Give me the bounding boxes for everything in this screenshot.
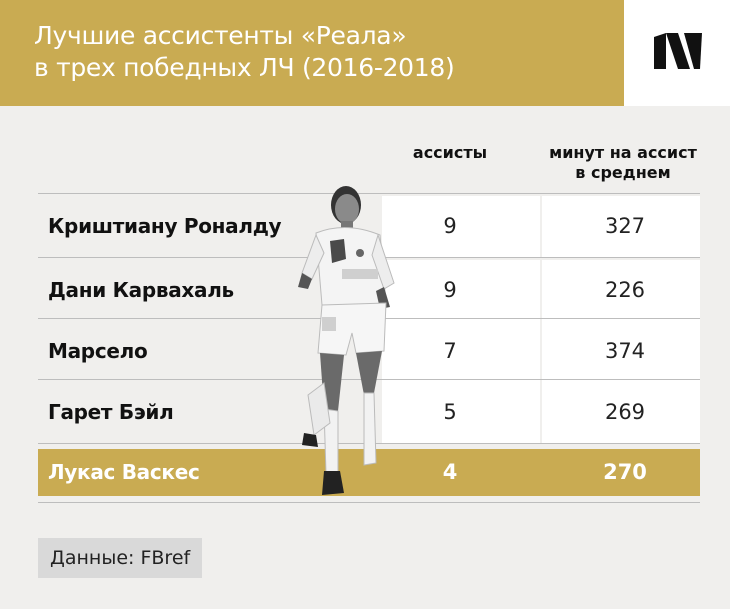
minutes-value: 226: [604, 278, 646, 302]
cell-background: [542, 196, 700, 257]
cell-background: [382, 196, 540, 257]
cell-background: [382, 260, 540, 321]
cell-background: [542, 382, 700, 443]
minutes-value: 269: [604, 400, 646, 424]
table-row: Дани Карвахаль 9 226: [38, 260, 700, 321]
header-banner: Лучшие ассистенты «Реала» в трех победны…: [0, 0, 624, 106]
column-header-assists: ассисты: [412, 143, 488, 162]
column-header-minutes: минут на ассист в среднем: [540, 143, 706, 183]
cell-background: [382, 382, 540, 443]
table-row: Криштиану Роналду 9 327: [38, 196, 700, 257]
page-title: Лучшие ассистенты «Реала» в трех победны…: [34, 20, 455, 84]
column-header-minutes-line-2: в среднем: [575, 163, 671, 182]
assists-value: 9: [443, 214, 457, 238]
player-name: Гарет Бэйл: [48, 400, 174, 424]
player-name: Лукас Васкес: [48, 460, 200, 484]
assists-value: 5: [443, 400, 457, 424]
player-name: Дани Карвахаль: [48, 278, 234, 302]
source-label: Данные: FBref: [38, 538, 203, 578]
cell-background: [382, 321, 540, 382]
row-separator: [38, 193, 700, 194]
minutes-value: 270: [603, 460, 647, 484]
player-name: Криштиану Роналду: [48, 214, 282, 238]
title-line-2: в трех победных ЛЧ (2016-2018): [34, 53, 455, 82]
table-row: Марсело 7 374: [38, 321, 700, 382]
player-name: Марсело: [48, 339, 148, 363]
column-header-minutes-line-1: минут на ассист: [549, 143, 697, 162]
minutes-value: 374: [604, 339, 646, 363]
player-photo: [298, 186, 395, 495]
assists-value: 4: [442, 460, 458, 484]
cell-background: [542, 260, 700, 321]
sports-ru-logo-icon: [654, 33, 702, 69]
cell-background: [542, 321, 700, 382]
logo-box: [624, 0, 730, 106]
minutes-value: 327: [604, 214, 646, 238]
assists-value: 9: [443, 278, 457, 302]
title-line-1: Лучшие ассистенты «Реала»: [34, 21, 407, 50]
table-row: Гарет Бэйл 5 269: [38, 382, 700, 443]
assists-value: 7: [443, 339, 457, 363]
row-separator: [38, 502, 700, 503]
